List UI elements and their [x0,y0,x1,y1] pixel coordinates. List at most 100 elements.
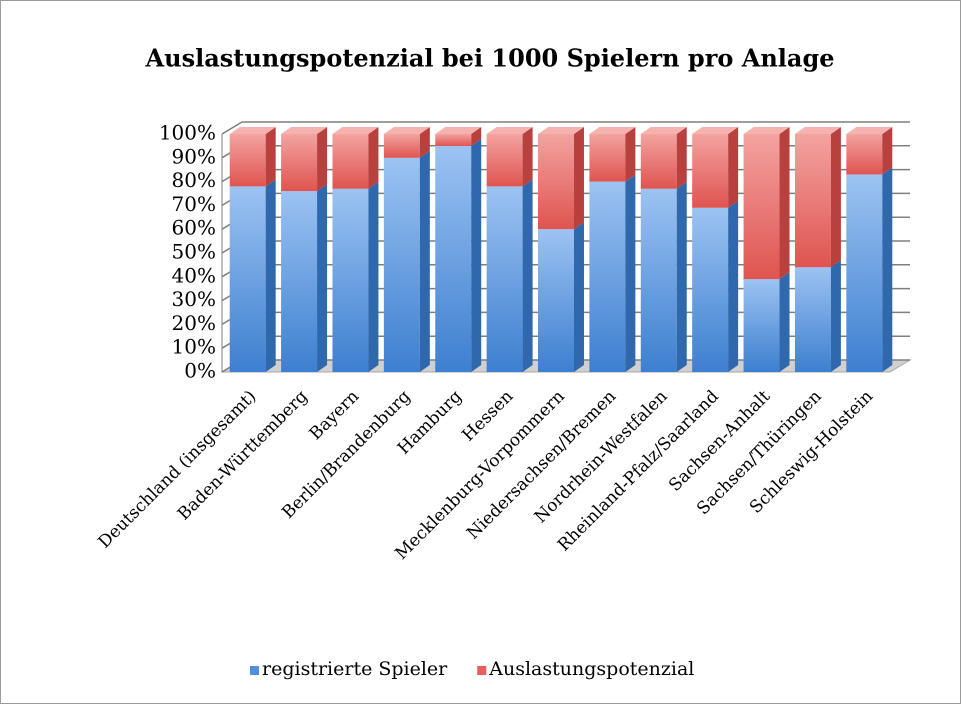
bar-segment [538,222,584,372]
bar-side [882,127,893,175]
bar-side [368,127,379,189]
bar-front [640,188,677,372]
bar-segment [383,150,430,372]
bar-front [332,188,369,372]
bar-side [471,127,482,146]
bar-front [589,181,626,372]
bar-front [486,134,523,187]
bar-segment [743,127,790,280]
bar-front [846,174,883,372]
legend-swatch [250,666,259,675]
bar-front [794,134,831,268]
bar-front [538,229,574,372]
bar-segment [281,127,328,192]
bar-side [419,150,430,372]
bar-front [692,134,729,208]
bar-segment [743,272,790,372]
bar-top [229,127,276,134]
y-tick-label: 80% [172,168,216,192]
legend-label: Auslastungspotenzial [488,658,694,680]
bar-front [794,267,831,372]
bar-top [538,127,584,134]
bar-top [486,127,533,134]
bar-side [317,127,328,192]
bar-side [625,127,636,182]
bar-side [625,174,636,372]
chart-title: Auslastungspotenzial bei 1000 Spielern p… [145,44,835,73]
bar-side [265,179,276,372]
bar-segment [692,200,739,372]
bar-side [830,127,841,268]
bar-segment [589,174,636,372]
bar-top [743,127,790,134]
bar-segment [332,181,379,372]
y-tick-label: 70% [172,192,216,216]
bar-side [676,181,687,372]
y-tick-label: 0% [184,359,216,383]
bar-side [573,222,584,372]
y-tick-label: 90% [172,144,216,168]
bar-front [743,279,780,372]
bar-side [779,272,790,372]
bar-front [332,134,369,189]
bar-front [383,134,420,158]
y-tick-label: 10% [172,335,216,359]
bar-segment [692,127,739,208]
bar-front [281,134,318,192]
bar-side [830,260,841,372]
bar-front [435,145,472,372]
bar-top [640,127,687,134]
bar-segment [640,127,687,189]
bar-front [538,134,574,230]
bar-side [728,200,739,372]
bar-front [743,134,780,280]
bar-side [779,127,790,280]
bar-side [265,127,276,187]
bar-front [281,191,318,372]
bar-segment [846,127,893,175]
bar-front [229,186,266,372]
bar-side [728,127,739,208]
bar-segment [383,127,430,158]
y-tick-label: 40% [172,263,216,287]
bar-front [486,186,523,372]
bar-segment [435,127,482,146]
y-tick-label: 20% [172,311,216,335]
bar-front [846,134,883,175]
bar-side [419,127,430,158]
bar-front [589,134,626,182]
bar-front [692,207,729,372]
bar-segment [486,127,533,187]
bar-side [522,179,533,372]
bar-segment [229,127,276,187]
bar-front [229,134,266,187]
bar-segment [589,127,636,182]
y-tick-label: 30% [172,287,216,311]
grid-line [221,121,910,135]
bar-side [676,127,687,189]
bar-top [332,127,379,134]
y-tick-label: 60% [172,216,216,240]
bar-segment [640,181,687,372]
bar-front [435,134,472,146]
bar-segment [794,260,841,372]
bar-front [640,134,677,189]
bar-front [383,157,420,372]
bar-segment [846,167,893,372]
bar-top [435,127,482,134]
bar-segment [794,127,841,268]
bar-top [383,127,430,134]
bar-side [368,181,379,372]
bar-segment [281,184,328,372]
legend-label: registrierte Spieler [262,658,448,680]
bar-top [281,127,328,134]
bar-top [692,127,739,134]
y-tick-label: 100% [159,121,216,145]
bar-segment [229,179,276,372]
bar-side [882,167,893,372]
bar-segment [538,127,584,230]
bar-top [846,127,893,134]
bar-side [573,127,584,230]
